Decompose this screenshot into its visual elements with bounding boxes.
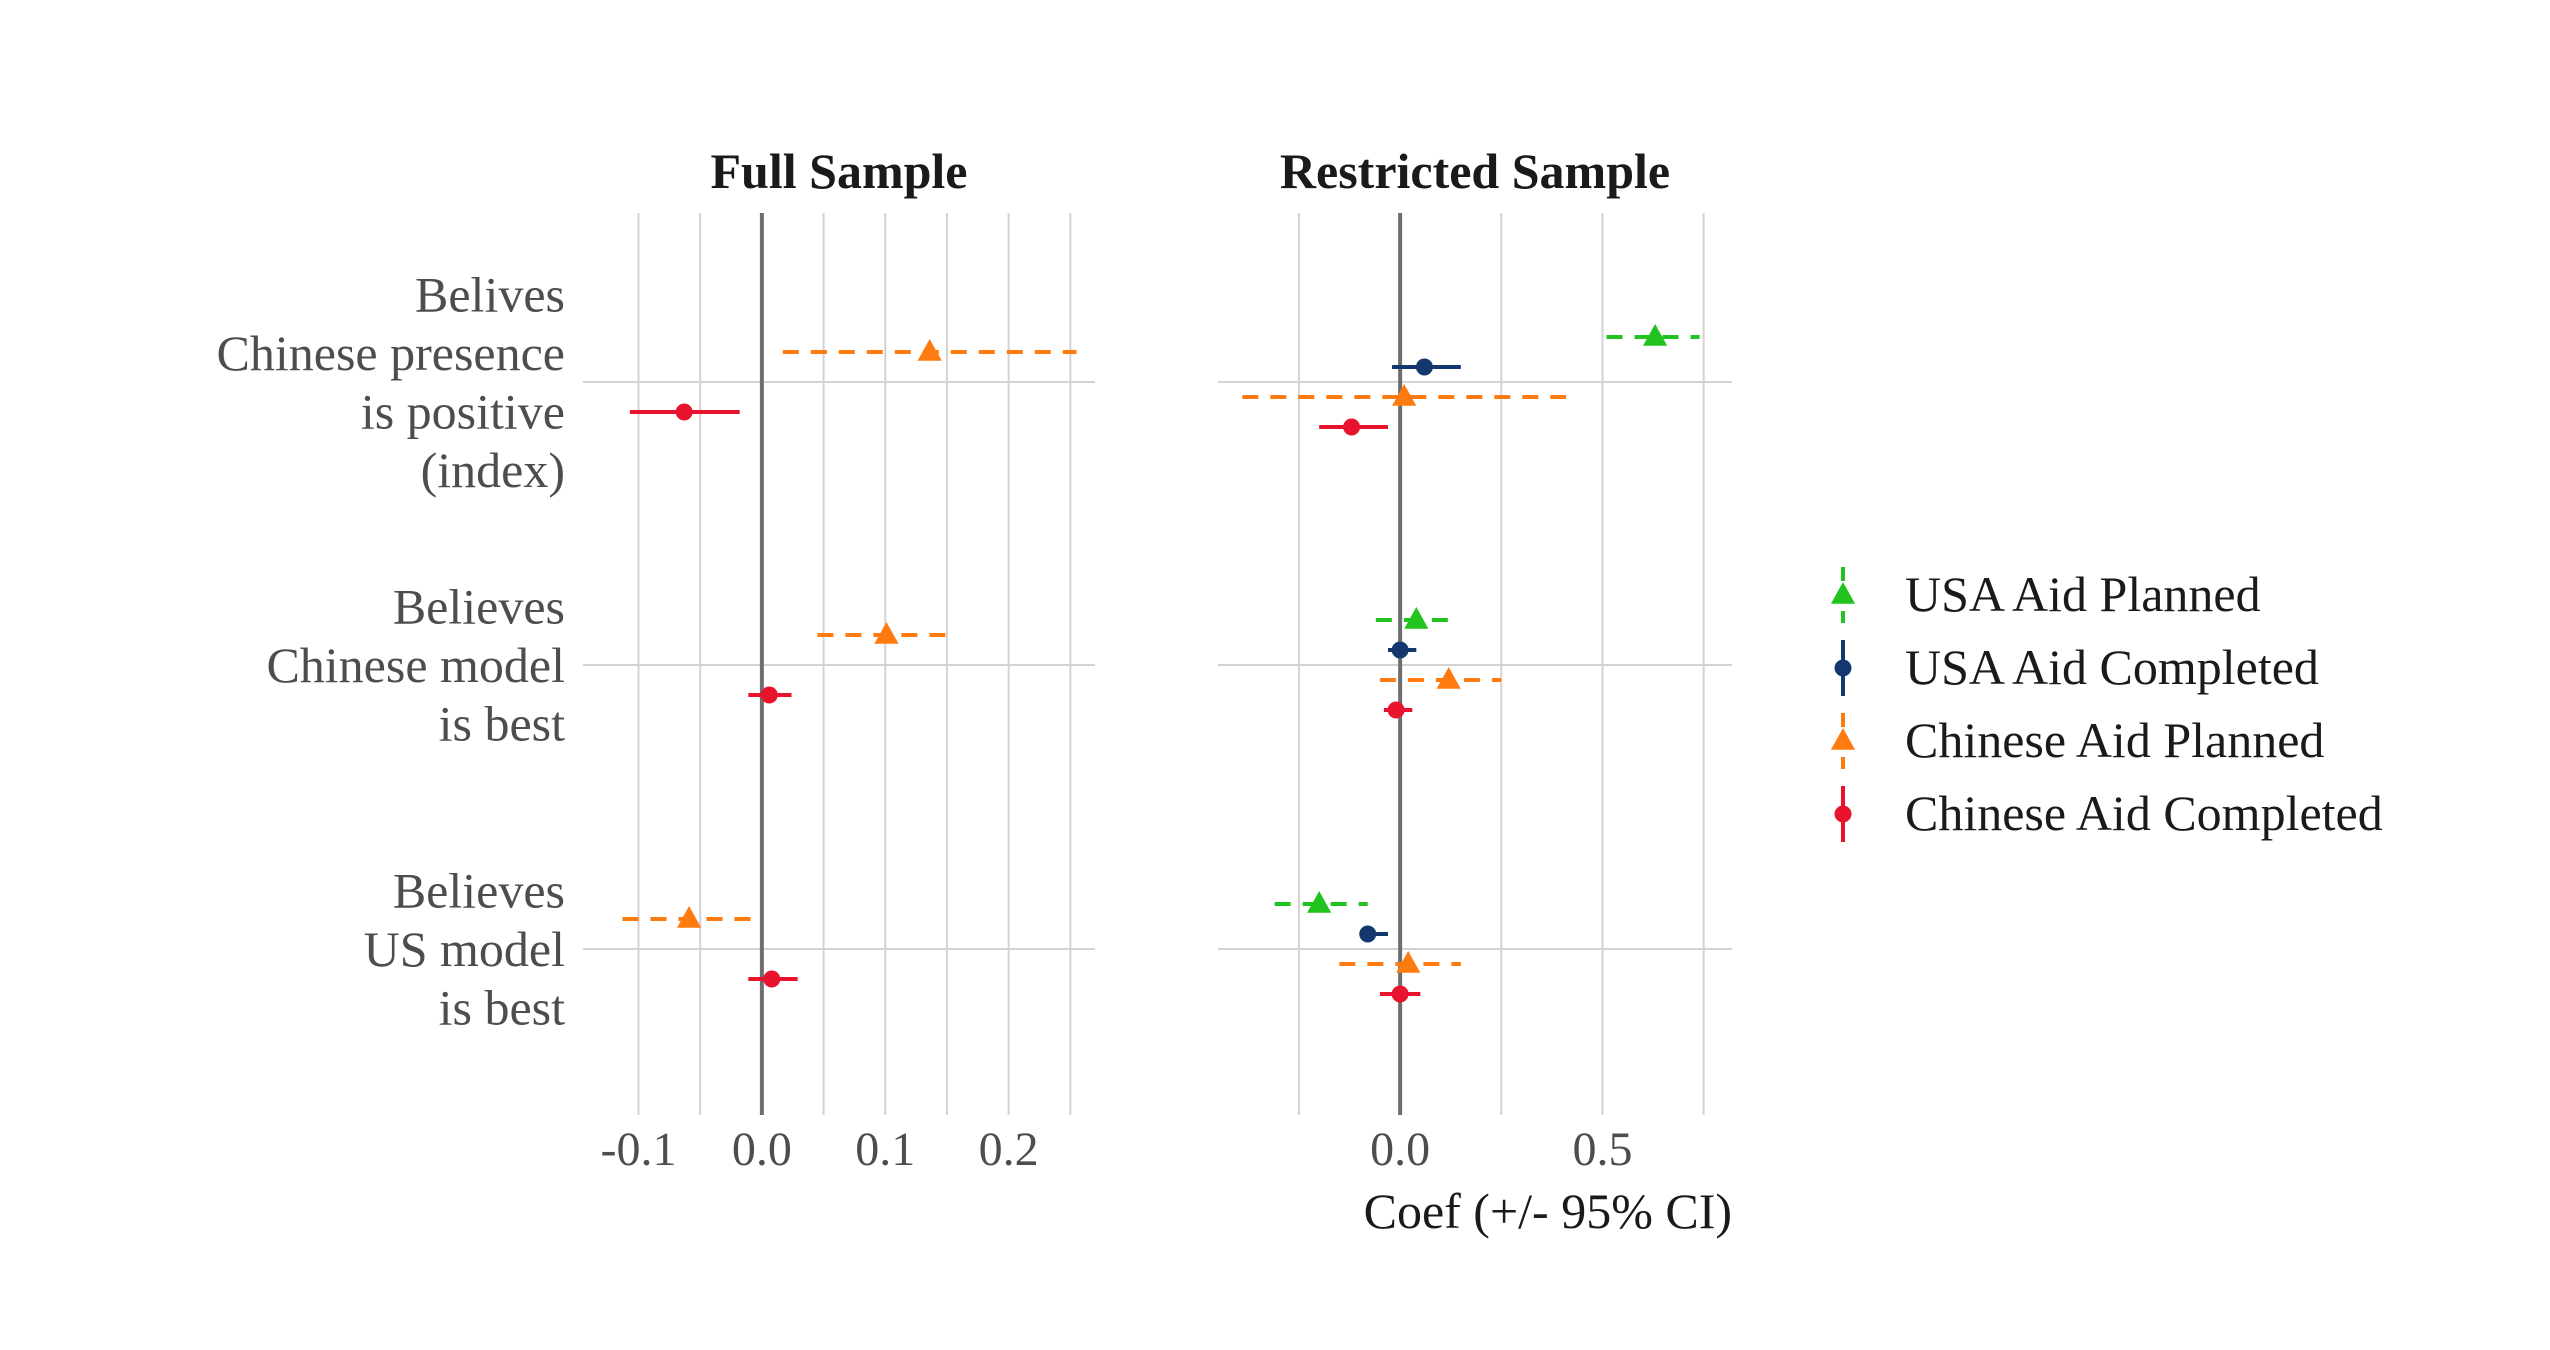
estimate-china-planned: [782, 339, 1077, 361]
x-tick-label: 0.1: [855, 1123, 915, 1176]
x-tick-label: 0.0: [732, 1123, 792, 1176]
point-estimate: [1391, 985, 1409, 1003]
estimate-china-planned: [1339, 951, 1461, 973]
panel-full-sample: Full Sample -0.1 0.0 0.1 0.2: [583, 143, 1095, 1176]
legend-key-marker: [1830, 582, 1856, 604]
estimate-china-planned: [622, 906, 756, 928]
estimate-china-completed: [748, 686, 792, 704]
row-label: Believes US model is best: [364, 863, 566, 1036]
point-estimate: [1307, 891, 1332, 913]
estimate-usa-planned: [1274, 891, 1368, 913]
point-estimate: [1643, 324, 1668, 346]
legend-item-china-completed: Chinese Aid Completed: [1834, 785, 2383, 842]
point-estimate: [677, 906, 702, 928]
row-label-line: is best: [439, 696, 566, 752]
point-estimate: [1396, 951, 1421, 973]
row-label-line: Chinese presence: [217, 325, 565, 381]
point-estimate: [763, 970, 781, 988]
row-label-line: Belives: [415, 266, 565, 322]
panel-title: Full Sample: [711, 143, 968, 199]
point-estimate: [874, 622, 899, 644]
legend-key-marker: [1834, 659, 1852, 677]
x-tick-label: 0.2: [979, 1123, 1039, 1176]
row-label-line: US model: [364, 921, 565, 977]
estimate-usa-completed: [1392, 358, 1461, 376]
panel-restricted-sample: Restricted Sample 0.0 0.5: [1218, 143, 1732, 1176]
panel-title: Restricted Sample: [1280, 143, 1670, 199]
row-label: Belives Chinese presence is positive (index…: [217, 266, 565, 498]
legend-key-marker: [1830, 728, 1856, 750]
legend-item-china-planned: Chinese Aid Planned: [1830, 712, 2324, 769]
legend: USA Aid Planned USA Aid Completed Chinese …: [1830, 566, 2383, 842]
legend-item-usa-planned: USA Aid Planned: [1830, 566, 2261, 623]
x-tick-label: -0.1: [601, 1123, 677, 1176]
legend-label: Chinese Aid Completed: [1905, 785, 2383, 841]
row-label-line: Chinese model: [266, 637, 565, 693]
x-axis-title: Coef (+/- 95% CI): [1364, 1183, 1732, 1239]
estimate-china-planned: [1379, 667, 1502, 689]
estimate-china-completed: [629, 403, 740, 421]
row-label-line: (index): [421, 442, 565, 498]
legend-label: USA Aid Planned: [1905, 566, 2261, 622]
estimate-china-completed: [1319, 418, 1388, 436]
legend-label: USA Aid Completed: [1905, 639, 2319, 695]
row-label-line: Believes: [393, 863, 565, 919]
point-estimate: [1391, 641, 1409, 659]
point-estimate: [1404, 607, 1429, 629]
estimate-usa-completed: [1387, 641, 1417, 659]
row-label-line: Believes: [393, 579, 565, 635]
point-estimate: [1359, 925, 1377, 943]
point-estimate: [1415, 358, 1433, 376]
point-estimate: [917, 339, 942, 361]
legend-label: Chinese Aid Planned: [1905, 712, 2324, 768]
point-estimate: [760, 686, 778, 704]
estimate-usa-completed: [1359, 925, 1388, 943]
estimate-usa-planned: [1375, 607, 1453, 629]
legend-key-marker: [1834, 805, 1852, 823]
estimate-china-planned: [817, 622, 956, 644]
row-label-line: is positive: [361, 383, 565, 439]
estimate-usa-planned: [1606, 324, 1700, 346]
legend-item-usa-completed: USA Aid Completed: [1834, 639, 2319, 696]
row-label-line: is best: [439, 980, 566, 1036]
x-tick-label: 0.5: [1572, 1123, 1632, 1176]
point-estimate: [1392, 384, 1417, 406]
point-estimate: [1387, 701, 1405, 719]
x-tick-label: 0.0: [1370, 1123, 1430, 1176]
estimate-china-completed: [1379, 985, 1421, 1003]
estimate-china-planned: [1242, 384, 1567, 406]
row-label: Believes Chinese model is best: [266, 579, 565, 752]
estimate-china-completed: [748, 970, 798, 988]
point-estimate: [675, 403, 693, 421]
point-estimate: [1343, 418, 1361, 436]
point-estimate: [1436, 667, 1461, 689]
estimate-china-completed: [1383, 701, 1413, 719]
